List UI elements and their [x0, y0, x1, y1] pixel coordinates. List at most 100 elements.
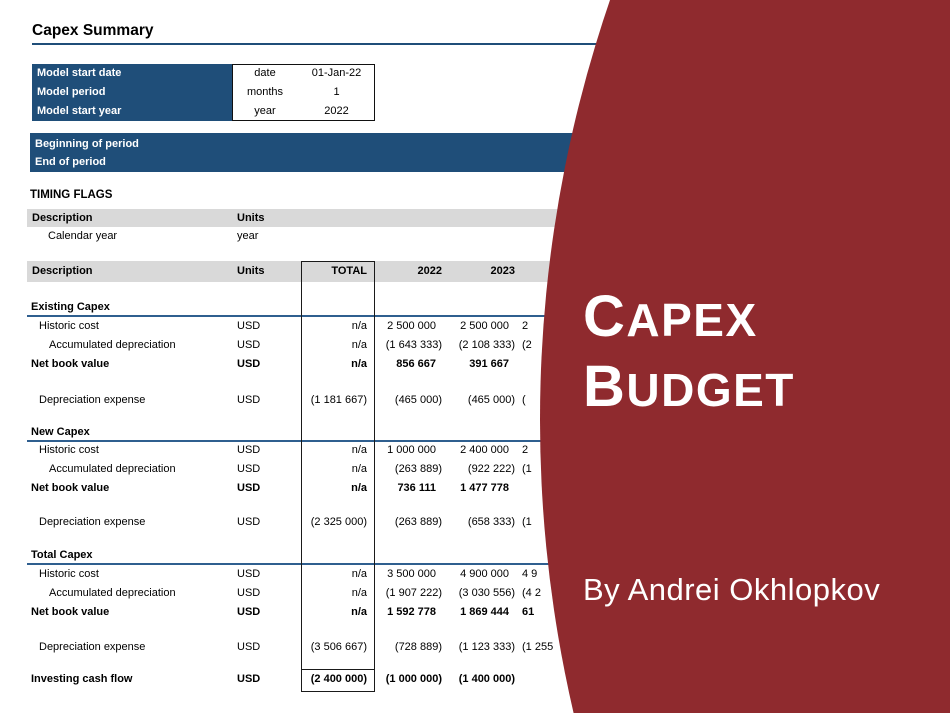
row-2023-value: (2 108 333)	[458, 339, 515, 351]
section-underline	[27, 563, 950, 566]
period-banner-line: Beginning of period	[35, 138, 139, 150]
cover-heading-line: BUDGET	[583, 358, 795, 416]
row-total-value: (2 325 000)	[310, 516, 367, 528]
row-label: Historic cost	[39, 568, 99, 580]
sheet-title: Capex Summary	[32, 22, 154, 39]
row-label: Net book value	[31, 358, 110, 370]
row-total-value: n/a	[351, 482, 367, 494]
row-2022-value: (1 907 222)	[385, 587, 442, 599]
row-units: USD	[237, 606, 261, 618]
row-total-value: n/a	[351, 568, 367, 580]
row-2023-value: (1 400 000)	[458, 673, 515, 685]
cover-heading-line: CAPEX	[583, 288, 758, 346]
table-row: Historic cost USD n/a 2 500 000 2 500 000 2	[27, 317, 627, 336]
row-2023-value: (465 000)	[467, 394, 515, 406]
row-2022-value: 3 500 000	[387, 568, 436, 580]
byline: By Andrei Okhlopkov	[583, 572, 881, 607]
section-underline	[27, 440, 950, 443]
section-underline	[27, 315, 950, 318]
row-2022-value: (465 000)	[394, 394, 442, 406]
table-row: Net book value USD n/a 736 111 1 477 778	[27, 479, 627, 498]
row-total-value: (1 181 667)	[310, 394, 367, 406]
model-param-row: Model period months 1	[32, 83, 375, 102]
timing-flag-description: Calendar year	[48, 230, 118, 242]
row-units: USD	[237, 673, 261, 685]
row-next-year-partial-value: (4 2	[522, 587, 541, 599]
model-param-label: Model period	[32, 83, 232, 102]
section-header-row: Existing Capex	[27, 298, 950, 318]
model-params-value-box	[232, 64, 375, 121]
timing-flags-col-units: Units	[237, 212, 265, 224]
table-row: Depreciation expense USD (3 506 667) (728 8…	[27, 638, 627, 657]
table-row: Accumulated depreciation USD n/a (263 889) (…	[27, 460, 627, 479]
section-header-row: Total Capex	[27, 546, 950, 566]
row-next-year-partial-value: 4 9	[522, 568, 538, 580]
row-label: Depreciation expense	[39, 394, 146, 406]
section-name: New Capex	[31, 426, 90, 438]
row-2023-value: (3 030 556)	[458, 587, 515, 599]
row-units: USD	[237, 516, 261, 528]
table-row: Depreciation expense USD (1 181 667) (465 0…	[27, 391, 627, 410]
model-param-value: 1	[333, 86, 340, 98]
cover-heading-rest: UDGET	[626, 364, 795, 416]
row-total-value: (2 400 000)	[310, 673, 367, 685]
row-units: USD	[237, 463, 261, 475]
row-label: Net book value	[31, 606, 110, 618]
cover-heading-rest: APEX	[626, 294, 758, 346]
red-circle-overlay	[540, 0, 950, 713]
timing-flag-units: year	[237, 230, 259, 242]
row-total-value: n/a	[351, 444, 367, 456]
row-label: Accumulated depreciation	[49, 587, 176, 599]
row-total-value: n/a	[351, 587, 367, 599]
row-label: Investing cash flow	[31, 673, 133, 685]
row-label: Historic cost	[39, 320, 99, 332]
section-name: Total Capex	[31, 549, 93, 561]
row-units: USD	[237, 568, 261, 580]
capex-col-units: Units	[237, 265, 265, 277]
row-2023-value: 391 667	[469, 358, 509, 370]
table-row: Accumulated depreciation USD n/a (1 907 222…	[27, 584, 627, 603]
row-total-value: n/a	[351, 463, 367, 475]
period-banner-line: End of period	[35, 156, 106, 168]
timing-flags-row: Calendar year year	[27, 227, 950, 246]
row-2022-value: 1 000 000	[387, 444, 436, 456]
row-2023-value: 2 500 000	[460, 320, 509, 332]
row-units: USD	[237, 394, 261, 406]
table-row: Depreciation expense USD (2 325 000) (263 8…	[27, 513, 627, 532]
row-next-year-partial-value: (1	[522, 516, 532, 528]
total-column-outline	[301, 261, 375, 692]
section-name: Existing Capex	[31, 301, 110, 313]
row-units: USD	[237, 358, 261, 370]
row-label: Accumulated depreciation	[49, 339, 176, 351]
row-total-value: n/a	[351, 358, 367, 370]
row-next-year-partial-value: (2	[522, 339, 532, 351]
row-2022-value: 856 667	[396, 358, 436, 370]
row-next-year-partial-value: (	[522, 394, 526, 406]
row-next-year-partial-value: (1	[522, 463, 532, 475]
row-next-year-partial-value: 2	[522, 320, 529, 332]
row-units: USD	[237, 641, 261, 653]
row-units: USD	[237, 482, 261, 494]
row-units: USD	[237, 444, 261, 456]
model-param-row: Model start date date 01-Jan-22	[32, 64, 375, 83]
timing-flags-heading: TIMING FLAGS	[30, 189, 113, 201]
model-param-label: Model start date	[32, 64, 232, 83]
row-2023-value: 1 869 444	[460, 606, 509, 618]
cover-heading-initial: B	[583, 354, 627, 419]
row-next-year-partial-value: 2	[522, 444, 529, 456]
row-2023-value: (658 333)	[467, 516, 515, 528]
row-next-year-partial-value: (1 255	[522, 641, 554, 653]
row-label: Net book value	[31, 482, 110, 494]
model-param-label: Model start year	[32, 102, 232, 121]
row-units: USD	[237, 339, 261, 351]
table-row: Historic cost USD n/a 1 000 000 2 400 000 2	[27, 441, 627, 460]
row-next-year-partial-value: 61	[522, 606, 535, 618]
table-row: Net book value USD n/a 856 667 391 667	[27, 355, 627, 374]
capex-col-description: Description	[32, 265, 93, 277]
row-2023-value: 2 400 000	[460, 444, 509, 456]
row-2022-value: (728 889)	[394, 641, 442, 653]
model-param-row: Model start year year 2022	[32, 102, 375, 121]
model-param-unit: date	[254, 67, 276, 79]
row-label: Accumulated depreciation	[49, 463, 176, 475]
